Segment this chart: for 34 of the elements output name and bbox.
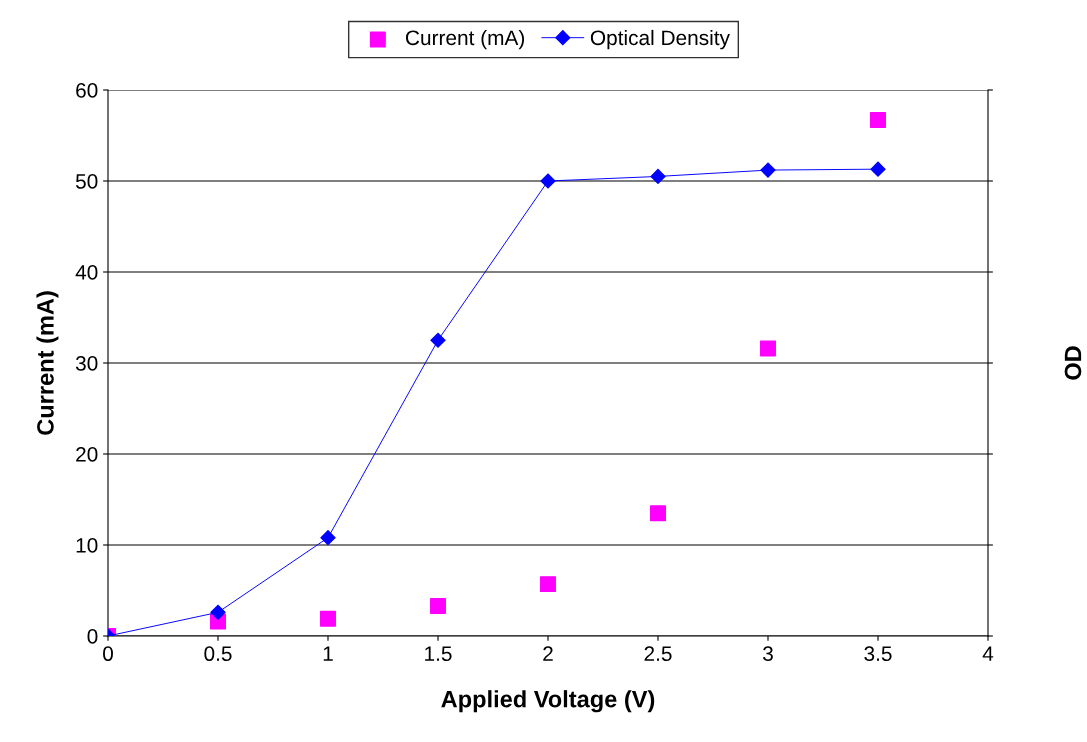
x-tick-label: 1 bbox=[323, 646, 333, 661]
y-axis-title: Current (mA) bbox=[36, 291, 59, 435]
x-tick-label: 3.5 bbox=[864, 646, 892, 662]
y-tick-label: 50 bbox=[75, 174, 98, 189]
x-tick-label: 0 bbox=[103, 646, 113, 662]
x-tick-label: 3 bbox=[763, 646, 773, 662]
y-tick-label: 0 bbox=[87, 629, 98, 644]
point bbox=[430, 597, 446, 614]
x-tick-label: 0.5 bbox=[204, 646, 232, 662]
y-tick-label: 60 bbox=[76, 83, 98, 98]
y-tick-label: 20 bbox=[76, 447, 98, 462]
y-tick-label: 40 bbox=[75, 265, 98, 280]
x-tick-label: 4 bbox=[982, 646, 994, 661]
x-tick-label: 2 bbox=[543, 646, 553, 661]
point bbox=[540, 173, 556, 189]
x-tick-label: 2.5 bbox=[644, 646, 672, 662]
point bbox=[870, 112, 886, 129]
point bbox=[320, 530, 336, 546]
point bbox=[760, 340, 776, 357]
point bbox=[870, 161, 886, 177]
y2-axis-title: OD bbox=[1064, 346, 1082, 380]
point bbox=[210, 604, 226, 620]
y-tick-label: 10 bbox=[76, 538, 98, 553]
point bbox=[430, 332, 446, 348]
point bbox=[760, 162, 776, 178]
point bbox=[540, 576, 556, 593]
point bbox=[320, 610, 336, 627]
point bbox=[650, 505, 666, 522]
legend-label: Optical Density bbox=[590, 29, 730, 50]
y-tick-label: 30 bbox=[75, 356, 98, 371]
x-axis-title: Applied Voltage (V) bbox=[441, 690, 655, 713]
point bbox=[650, 168, 666, 185]
x-tick-label: 1.5 bbox=[425, 646, 452, 662]
legend-label: Current (mA) bbox=[405, 29, 525, 50]
